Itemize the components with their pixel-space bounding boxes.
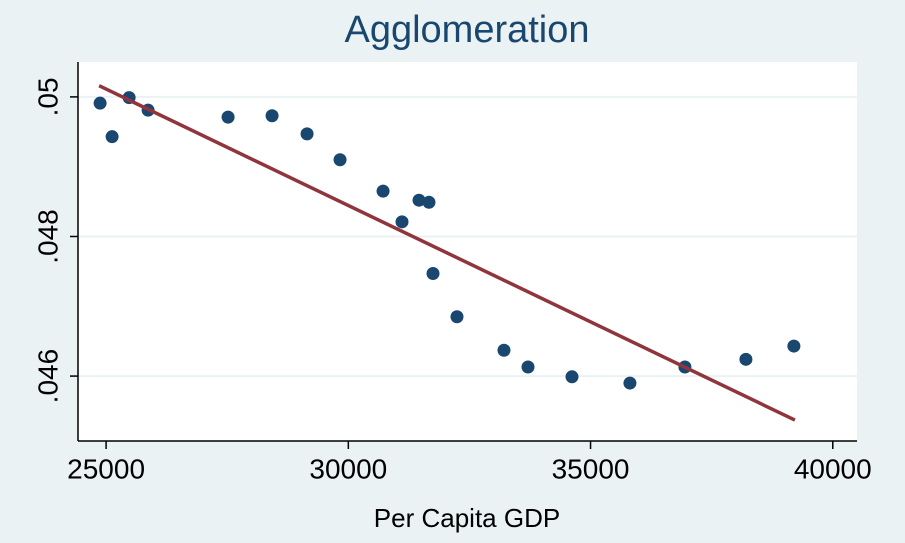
point [93, 96, 107, 110]
x-tick-label: 35000 [552, 453, 630, 484]
point [422, 195, 436, 209]
point [105, 130, 119, 144]
point [739, 352, 753, 366]
point [412, 193, 426, 207]
point [395, 215, 409, 229]
x-axis-label: Per Capita GDP [374, 503, 560, 533]
point [265, 109, 279, 123]
chart-title: Agglomeration [344, 9, 589, 51]
y-tick-label: .046 [32, 349, 63, 404]
x-tick-label: 25000 [67, 453, 145, 484]
y-tick-label: .048 [32, 209, 63, 264]
point [565, 370, 579, 384]
point [623, 376, 637, 390]
x-tick-label: 30000 [309, 453, 387, 484]
point [221, 110, 235, 124]
y-tick-label: .05 [32, 77, 63, 116]
plot-area [78, 62, 857, 441]
point [521, 360, 535, 374]
point [333, 153, 347, 167]
point [376, 184, 390, 198]
fit-line [98, 84, 796, 422]
point [450, 310, 464, 324]
x-tick-label: 40000 [794, 453, 872, 484]
point [426, 266, 440, 280]
point [787, 339, 801, 353]
point [497, 343, 511, 357]
point [300, 127, 314, 141]
